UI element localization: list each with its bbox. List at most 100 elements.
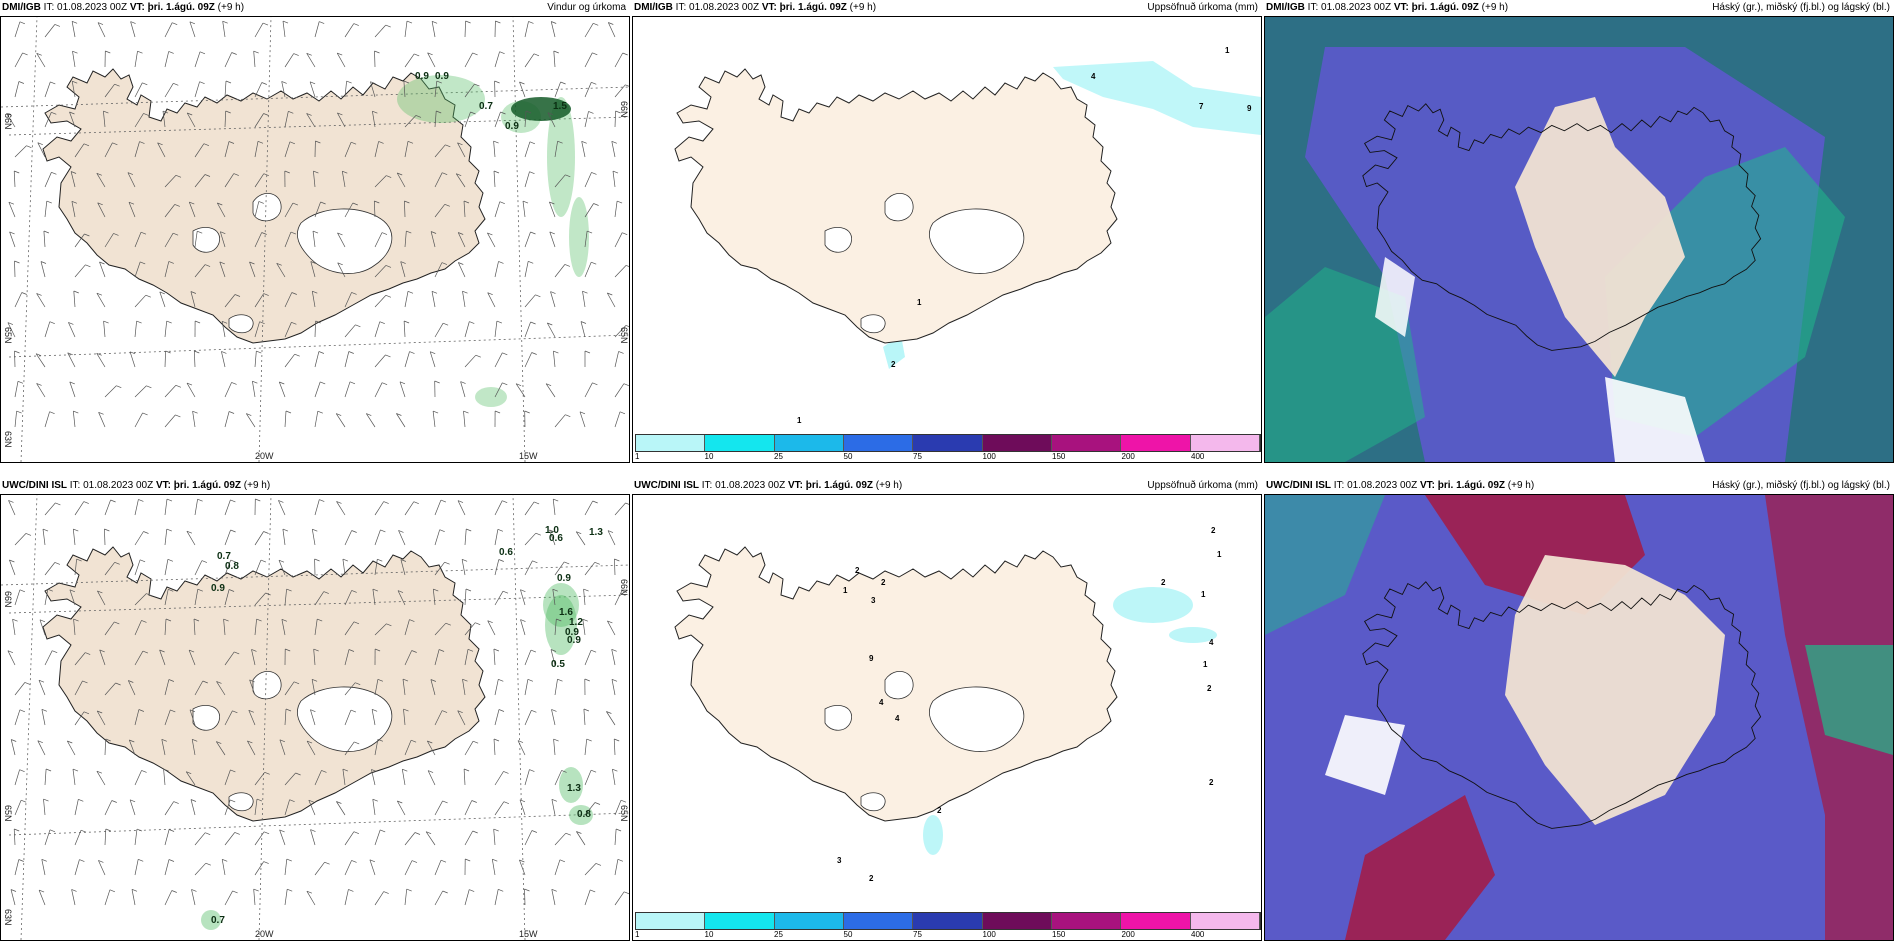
wind-barb [104,142,113,158]
wind-barb-flag [230,799,236,803]
wind-barb-flag [232,890,238,894]
wind-barb-flag [414,832,421,835]
wind-barb-flag [529,769,535,772]
wind-barb [97,202,106,218]
wind-barb-flag [141,770,147,773]
valid-time: þri. 1.ágú. 09Z [147,2,215,13]
wind-barb [71,201,76,218]
wind-barb-flag [110,499,116,503]
wind-barb [524,769,530,786]
wind-barb [129,351,136,368]
cloud-cover-map [1265,17,1893,462]
wind-barb-flag [262,22,269,26]
wind-barb-flag [168,261,174,264]
wind-barb-flag [109,889,116,893]
wind-barb-flag [317,410,323,414]
wind-barb [134,770,142,786]
wind-barb-flag [43,230,50,234]
glacier [228,792,254,812]
wind-barb-flag [432,410,439,414]
wind-barb [494,771,504,786]
wind-barb-flag [458,262,464,265]
product-title: Háský (gr.), miðský (fj.bl.) og lágský (… [1712,480,1890,491]
wind-barb [14,145,27,158]
wind-barb [464,354,477,368]
wind-barb-flag [314,558,320,562]
wind-barb [554,141,558,158]
lat-label: 63N [3,431,13,448]
wind-barb [524,141,531,158]
colorbar-swatch [705,913,775,929]
wind-barb-flag [487,292,493,296]
colorbar-tick: 100 [982,930,996,939]
wind-barb [104,499,111,516]
precip-area [569,805,593,825]
wind-barb [404,231,407,248]
wind-barb [279,739,286,756]
wind-barb [194,264,206,278]
wind-barb [374,295,387,308]
wind-barb [71,889,76,906]
panel-dmi-cloud: DMI/IGB IT: 01.08.2023 00Z VT: þri. 1.ág… [1264,0,1894,463]
wind-barb [161,739,166,756]
wind-barb-flag [167,558,174,562]
wind-barb-flag [565,832,571,836]
wind-barb [164,801,174,816]
wind-barb [194,51,201,68]
wind-barb-flag [142,650,149,654]
wind-barb-flag [319,499,325,502]
wind-barb [284,322,292,338]
parallel-line [8,594,629,614]
wind-barb-flag [292,202,299,206]
wind-barb-flag [129,799,136,803]
precip-area [201,910,221,930]
wind-barb [99,261,106,278]
wind-barb [313,171,316,188]
wind-barb-flag [98,860,104,863]
wind-barb-flag [498,709,505,712]
wind-barb-flag [171,890,177,893]
precip-value: 2 [1207,684,1212,693]
wind-barb [282,21,286,38]
wind-barb-flag [565,414,571,418]
wind-barb [306,740,316,756]
wind-barb [314,619,318,636]
wind-barb-flag [498,678,504,682]
precip-value: 4 [895,714,900,723]
precip-value: 0.9 [415,71,429,82]
wind-barb [464,649,469,666]
wind-barb [67,352,76,368]
wind-barb [614,558,616,576]
wind-barb-flag [104,528,110,532]
wind-barb [524,352,533,368]
wind-barb-flag [146,593,152,596]
wind-barb-flag [231,382,237,385]
wind-barb [44,562,56,576]
wind-barb-flag [593,203,599,206]
wind-barb [164,83,174,98]
wind-barb [164,618,167,636]
wind-barb [464,111,471,128]
wind-barb [524,294,536,308]
map-frame [1264,494,1894,941]
colorbar-ticks: 1 10 25 50 75 100 150 200 400 [635,930,1261,940]
wind-barb-flag [492,858,498,862]
wind-barb-flag [306,890,313,894]
wind-barb-flag [19,709,26,713]
wind-barb [434,499,442,516]
wind-barb-flag [565,174,571,178]
wind-barb [607,22,616,38]
wind-barb [434,561,445,576]
wind-barb-flag [530,321,536,325]
wind-barb [614,84,626,98]
panel-uwc-cloud: UWC/DINI ISL IT: 01.08.2023 00Z VT: þri.… [1264,478,1894,941]
wind-barb-flag [175,414,181,418]
wind-barb-flag [353,831,360,835]
wind-barb-flag [41,858,47,862]
glacier [192,227,221,253]
wind-barb-flag [186,382,193,386]
wind-barb [494,559,500,576]
wind-barb-flag [16,410,22,414]
glacier [192,705,221,731]
wind-barb-flag [381,382,388,386]
